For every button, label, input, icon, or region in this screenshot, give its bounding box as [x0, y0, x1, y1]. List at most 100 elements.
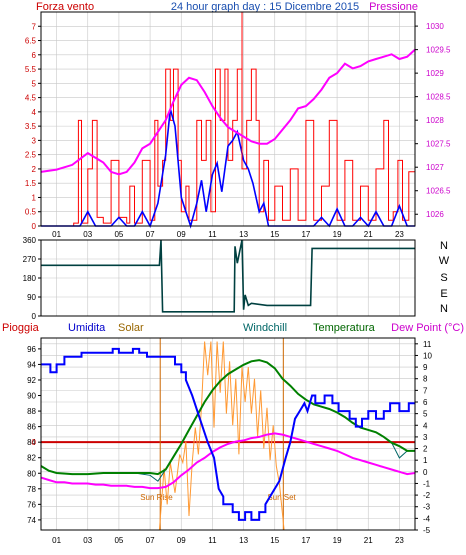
wind-pressure-frame — [40, 11, 416, 227]
x-tick-label-03: 03 — [83, 230, 92, 239]
pressure-y-tick-label: 1028 — [426, 116, 444, 125]
temp-y-tick-label: 1 — [423, 456, 428, 465]
temp-y-tick-label: 0 — [423, 468, 428, 477]
x-tick-label-09: 09 — [177, 230, 186, 239]
wind-y-tick-label: 2 — [32, 165, 37, 174]
temp-y-tick-label: 2 — [423, 445, 428, 454]
x-tick-label-07: 07 — [146, 536, 155, 545]
x-tick-label-03: 03 — [83, 536, 92, 545]
bottom-legend: Pioggia Umidita Solar Windchill Temperat… — [2, 322, 464, 334]
x-tick-label-09: 09 — [177, 536, 186, 545]
pressure-y-tick-label: 1029.5 — [426, 46, 451, 55]
wind-y-tick-label: 5 — [32, 79, 37, 88]
x-tick-label-19: 19 — [333, 230, 342, 239]
x-tick-label-21: 21 — [364, 536, 373, 545]
pressure-line — [40, 48, 416, 176]
x-tick-label-05: 05 — [114, 230, 123, 239]
wind-y-tick-label: 2.5 — [25, 151, 37, 160]
temp-y-tick-label: 11 — [423, 340, 432, 349]
wind-y-tick-label: 6.5 — [25, 37, 37, 46]
x-tick-label-13: 13 — [239, 230, 248, 239]
compass-label-s: S — [440, 272, 447, 284]
humidity-y-tick-label: 88 — [27, 407, 36, 416]
temp-y-tick-label: -1 — [423, 479, 431, 488]
pressure-y-tick-label: 1030 — [426, 22, 444, 31]
pressure-y-tick-label: 1027.5 — [426, 140, 451, 149]
wind-y-tick-label: 4 — [32, 108, 37, 117]
x-tick-label-21: 21 — [364, 230, 373, 239]
lower-panel-frame — [40, 337, 416, 531]
temp-y-tick-label: 6 — [423, 398, 428, 407]
humidity-y-tick-label: 84 — [27, 438, 36, 447]
rain-zero-label: 0 — [32, 438, 37, 447]
humidity-line — [41, 347, 415, 521]
temp-y-tick-label: 5 — [423, 410, 428, 419]
humidity-y-tick-label: 94 — [27, 360, 36, 369]
wind-gust-line — [41, 68, 416, 227]
x-tick-label-01: 01 — [52, 230, 61, 239]
temp-y-tick-label: 7 — [423, 386, 428, 395]
temp-y-tick-label: -5 — [423, 526, 431, 535]
humidity-y-tick-label: 78 — [27, 485, 36, 494]
pressure-y-tick-label: 1026 — [426, 210, 444, 219]
direction-y-tick-label: 90 — [27, 293, 36, 302]
direction-y-tick-label: 270 — [23, 255, 37, 264]
humidity-y-tick-label: 92 — [27, 376, 36, 385]
compass-label-n-top: N — [440, 240, 448, 252]
pressure-y-tick-label: 1027 — [426, 163, 444, 172]
wind-y-tick-label: 1 — [32, 193, 37, 202]
wind-direction-frame — [40, 239, 416, 317]
wind-y-tick-label: 7 — [32, 22, 37, 31]
x-tick-label-13: 13 — [239, 536, 248, 545]
wind-y-tick-label: 4.5 — [25, 94, 37, 103]
pressure-y-tick-label: 1026.5 — [426, 187, 451, 196]
x-tick-label-07: 07 — [146, 230, 155, 239]
humidity-y-tick-label: 86 — [27, 423, 36, 432]
humidity-y-tick-label: 80 — [27, 469, 36, 478]
chart-title: 24 hour graph day : 15 Dicembre 2015 — [171, 1, 359, 13]
humidity-y-tick-label: 96 — [27, 345, 36, 354]
legend-windchill: Windchill — [243, 322, 287, 334]
wind-y-tick-label: 6 — [32, 51, 37, 60]
temp-y-tick-label: -4 — [423, 514, 431, 523]
x-tick-label-15: 15 — [270, 230, 279, 239]
chart-layer: 00.511.522.533.544.555.566.5710261026.51… — [23, 11, 451, 545]
temp-y-tick-label: -3 — [423, 503, 431, 512]
wind-y-tick-label: 0 — [32, 222, 37, 231]
temp-y-tick-label: -2 — [423, 491, 431, 500]
x-tick-label-01: 01 — [52, 536, 61, 545]
x-tick-label-05: 05 — [114, 536, 123, 545]
legend-temperature: Temperatura — [313, 322, 376, 334]
humidity-y-tick-label: 90 — [27, 392, 36, 401]
pressure-title: Pressione — [369, 1, 418, 13]
wind-direction-line — [41, 239, 415, 313]
temp-y-tick-label: 3 — [423, 433, 428, 442]
dewpoint-line — [40, 432, 416, 490]
x-tick-label-11: 11 — [208, 536, 217, 545]
legend-dewpoint: Dew Point (°C) — [391, 322, 464, 334]
direction-y-tick-label: 0 — [32, 312, 37, 321]
compass-label-e: E — [440, 288, 447, 300]
temp-y-tick-label: 8 — [423, 375, 428, 384]
humidity-y-tick-label: 76 — [27, 500, 36, 509]
sunrise-label: Sun Rise — [140, 493, 173, 502]
x-tick-label-23: 23 — [395, 230, 404, 239]
compass-label-w: W — [439, 255, 450, 267]
wind-y-tick-label: 0.5 — [25, 208, 37, 217]
x-tick-label-17: 17 — [301, 230, 310, 239]
x-tick-label-15: 15 — [270, 536, 279, 545]
pressure-y-tick-label: 1028.5 — [426, 93, 451, 102]
direction-y-tick-label: 360 — [23, 236, 37, 245]
compass-label-n-bottom: N — [440, 303, 448, 315]
wind-y-tick-label: 3 — [32, 136, 37, 145]
temp-y-tick-label: 4 — [423, 421, 428, 430]
x-tick-label-19: 19 — [333, 536, 342, 545]
humidity-y-tick-label: 74 — [27, 516, 36, 525]
x-tick-label-11: 11 — [208, 230, 217, 239]
wind-direction-letters: N W S E N — [439, 240, 450, 315]
wind-speed-title: Forza vento — [36, 1, 94, 13]
temp-y-tick-label: 9 — [423, 363, 428, 372]
temp-y-tick-label: 10 — [423, 351, 432, 360]
